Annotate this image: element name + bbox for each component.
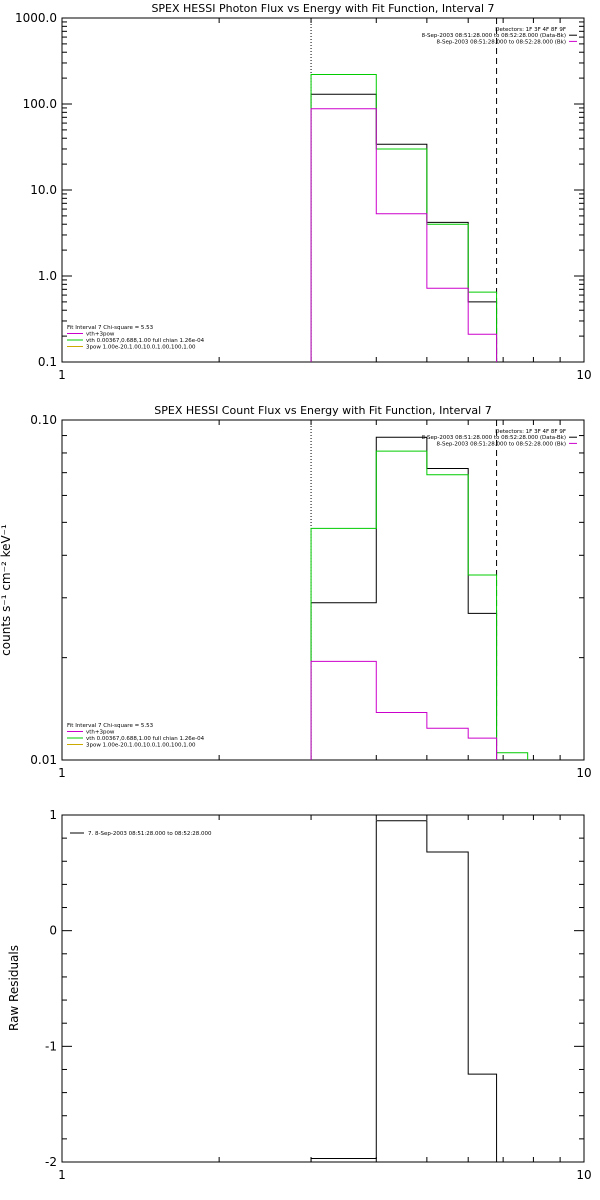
y-tick-label: -1: [45, 1039, 57, 1053]
x-tick-label: 10: [576, 368, 591, 382]
plot-frame: [61, 419, 585, 761]
chart-title: SPEX HESSI Count Flux vs Energy with Fit…: [154, 404, 491, 417]
y-tick-label: -2: [45, 1155, 57, 1169]
x-minor-ticks: [61, 420, 585, 760]
chart-title: SPEX HESSI Photon Flux vs Energy with Fi…: [151, 2, 494, 15]
y-ticks: [62, 419, 584, 761]
fit-legend-line: vth+3pow: [86, 730, 115, 736]
series-step-line: [310, 820, 498, 1162]
fit-legend: Fit Interval 7 Chi-square = 5.53vth+3pow…: [67, 723, 205, 749]
residual-legend-text: 7. 8-Sep-2003 08:51:28.000 to 08:52:28.0…: [88, 831, 212, 837]
x-tick-label: 10: [576, 766, 591, 780]
series-step-line: [310, 93, 498, 362]
fit-legend-line: vth+3pow: [86, 332, 115, 338]
x-minor-ticks: [61, 18, 585, 362]
series-step-line: [310, 108, 498, 362]
fit-legend-line: 3pow 1.00e-20,1.00,10.0,1.00,100,1.00: [86, 345, 196, 351]
residual-legend: 7. 8-Sep-2003 08:51:28.000 to 08:52:28.0…: [70, 831, 212, 837]
y-axis-label: Raw Residuals: [7, 945, 21, 1031]
y-ticks: [62, 814, 584, 1163]
info-line: 8-Sep-2003 08:51:28.000 to 08:52:28.000 …: [422, 33, 566, 39]
count-flux-panel: SPEX HESSI Count Flux vs Energy with Fit…: [0, 404, 592, 780]
y-tick-label: 0: [49, 924, 57, 938]
y-tick-label: 100.0: [23, 97, 57, 111]
y-ticks: [62, 17, 584, 363]
info-line: Detectors: 1F 3F 4F 8F 9F: [495, 27, 566, 33]
info-block: Detectors: 1F 3F 4F 8F 9F8-Sep-2003 08:5…: [422, 27, 577, 45]
x-tick-label: 10: [576, 1168, 591, 1182]
y-tick-label: 0.01: [30, 753, 57, 767]
fit-legend-line: 3pow 1.00e-20,1.00,10.0,1.00,100,1.00: [86, 743, 196, 749]
plot-frame: [61, 814, 585, 1163]
y-axis-label: counts s⁻¹ cm⁻² keV⁻¹: [0, 524, 13, 656]
info-line: 8-Sep-2003 08:51:28.000 to 08:52:28.000 …: [437, 441, 567, 447]
plot-frame: [61, 17, 585, 363]
y-tick-label: 1: [49, 808, 57, 822]
info-line: 8-Sep-2003 08:51:28.000 to 08:52:28.000 …: [422, 435, 566, 441]
x-tick-label: 1: [58, 1168, 66, 1182]
series-step-line: [310, 450, 498, 760]
series-step-line: [310, 660, 498, 760]
y-tick-label: 10.0: [30, 183, 57, 197]
y-tick-label: 1.0: [38, 269, 57, 283]
y-tick-label: 0.10: [30, 413, 57, 427]
info-line: 8-Sep-2003 08:51:28.000 to 08:52:28.000 …: [437, 39, 567, 45]
info-line: Detectors: 1F 3F 4F 8F 9F: [495, 429, 566, 435]
info-block: Detectors: 1F 3F 4F 8F 9F8-Sep-2003 08:5…: [422, 429, 577, 447]
y-tick-label: 1000.0: [15, 11, 57, 25]
fit-legend: Fit Interval 7 Chi-square = 5.53vth+3pow…: [67, 325, 205, 351]
fit-legend-line: vth 0.00367,0.688,1.00 full chian 1.26e-…: [86, 736, 205, 742]
fit-legend-line: vth 0.00367,0.688,1.00 full chian 1.26e-…: [86, 338, 205, 344]
residuals-panel: 1 10 -2 -1 0 1 Raw Residuals 7. 8-Sep-2003 08:5…: [7, 808, 592, 1182]
series-step-line: [310, 74, 498, 362]
y-tick-label: 0.1: [38, 355, 57, 369]
x-tick-label: 1: [58, 766, 66, 780]
series-extra-bin: [496, 752, 529, 760]
fit-legend-line: Fit Interval 7 Chi-square = 5.53: [67, 723, 154, 729]
fit-legend-line: Fit Interval 7 Chi-square = 5.53: [67, 325, 154, 331]
series-step-line: [310, 436, 498, 760]
x-minor-ticks: [61, 815, 585, 1162]
photon-flux-panel: SPEX HESSI Photon Flux vs Energy with Fi…: [15, 2, 592, 382]
x-tick-label: 1: [58, 368, 66, 382]
